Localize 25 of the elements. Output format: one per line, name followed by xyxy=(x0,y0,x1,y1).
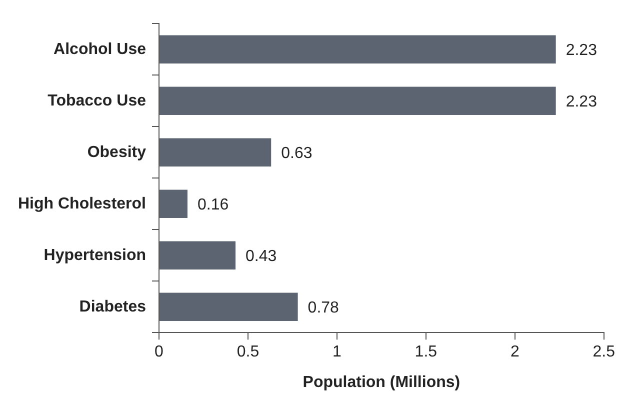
y-tick-label: High Cholesterol xyxy=(18,195,146,212)
x-tick-label: 1 xyxy=(332,344,342,361)
data-label: 0.63 xyxy=(281,144,312,162)
bar xyxy=(160,292,298,322)
y-tick-label: Diabetes xyxy=(79,298,146,316)
bar xyxy=(160,35,556,64)
y-tick-label: Hypertension xyxy=(44,246,146,264)
y-tick-label: Tobacco Use xyxy=(48,92,146,110)
x-axis-title: Population (Millions) xyxy=(302,374,460,391)
y-tick-label: Alcohol Use xyxy=(54,40,146,58)
data-label: 2.23 xyxy=(566,93,598,110)
x-tick-label: 2.5 xyxy=(592,344,616,361)
data-label: 0.43 xyxy=(246,248,277,265)
data-label: 2.23 xyxy=(566,42,598,59)
data-label: 0.16 xyxy=(197,196,229,214)
bar xyxy=(160,190,188,218)
data-label: 0.78 xyxy=(308,299,340,316)
x-tick-label: 0.5 xyxy=(236,344,260,361)
x-tick-label: 1.5 xyxy=(414,344,438,361)
x-tick-label: 2 xyxy=(510,344,520,361)
y-tick-label: Obesity xyxy=(87,144,146,161)
x-tick-label: 0 xyxy=(154,344,164,361)
bar xyxy=(160,241,236,270)
bar xyxy=(160,86,556,116)
bar xyxy=(160,138,272,167)
